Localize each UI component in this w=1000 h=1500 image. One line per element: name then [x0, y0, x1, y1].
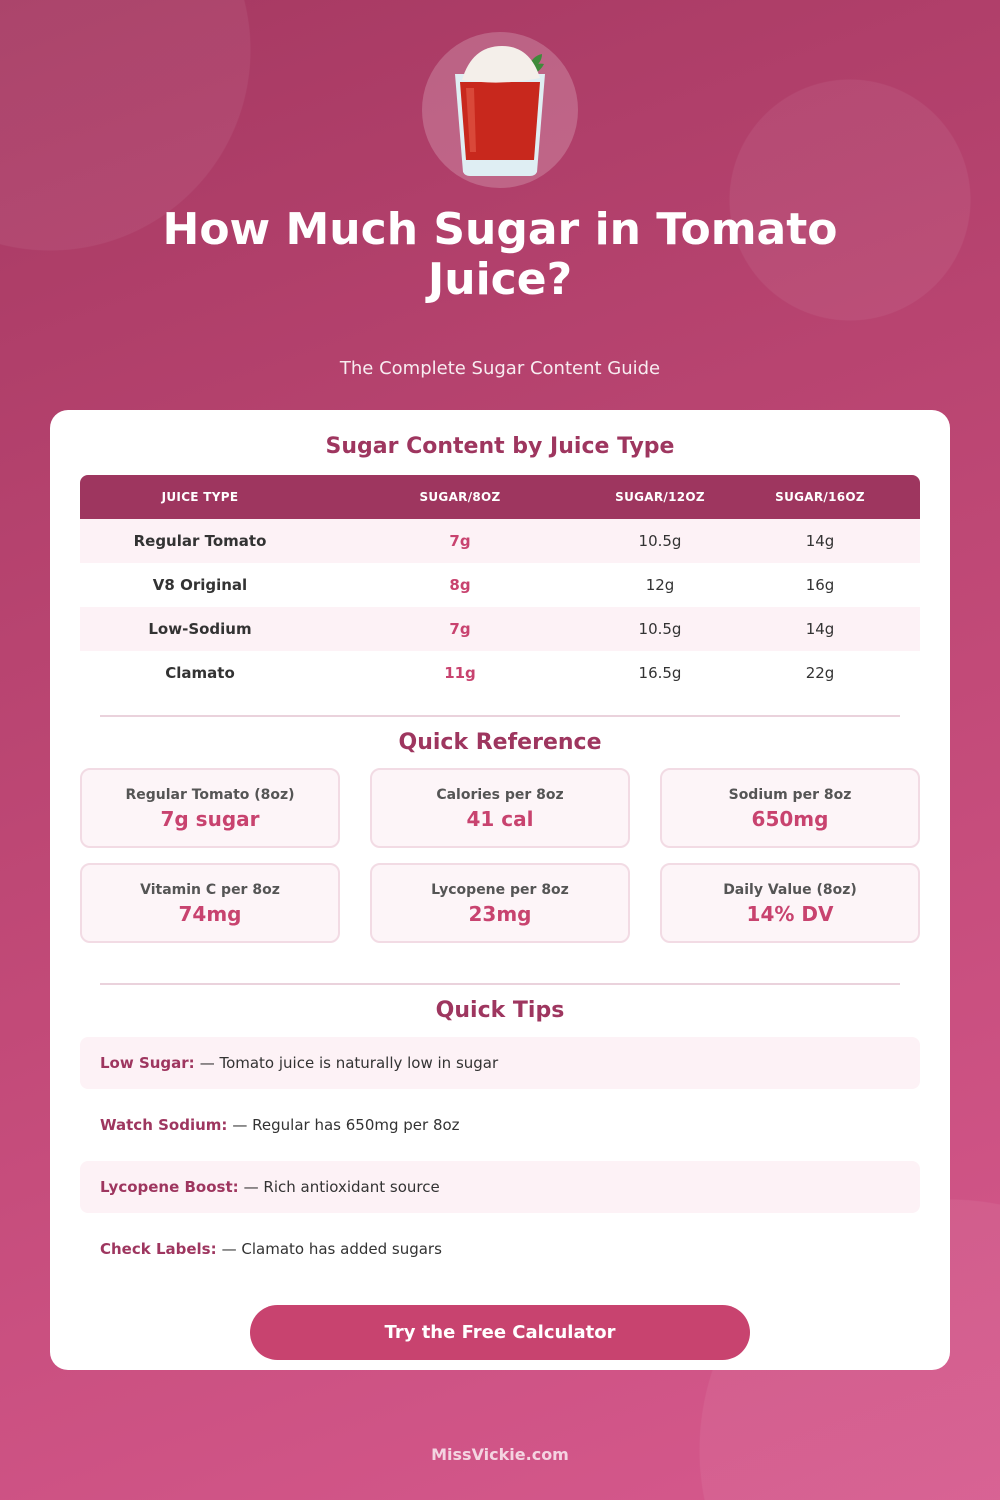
table-row: Low-Sodium 7g 10.5g 14g — [80, 607, 920, 651]
column-header: SUGAR/8OZ — [419, 490, 501, 504]
tomato-juice-glass-icon — [455, 46, 545, 176]
hero-icon-circle — [422, 32, 578, 188]
tip-label: Lycopene Boost: — [100, 1178, 239, 1196]
sugar-8oz: 8g — [449, 576, 471, 594]
sugar-8oz: 11g — [444, 664, 476, 682]
reference-value: 74mg — [178, 902, 242, 926]
tip-label: Low Sugar: — [100, 1054, 195, 1072]
sugar-16oz: 16g — [805, 576, 835, 594]
sugar-16oz: 14g — [805, 532, 835, 550]
page-title: How Much Sugar in Tomato Juice? — [162, 204, 838, 305]
juice-name: V8 Original — [152, 576, 248, 594]
quick-reference-grid: Regular Tomato (8oz) 7g sugar Calories pe… — [80, 768, 920, 943]
sugar-12oz: 10.5g — [638, 532, 682, 550]
juice-name: Regular Tomato — [133, 532, 267, 550]
table-row: V8 Original 8g 12g 16g — [80, 563, 920, 607]
juice-name: Low-Sodium — [148, 620, 252, 638]
page-subtitle: The Complete Sugar Content Guide — [339, 358, 661, 379]
reference-value: 23mg — [468, 902, 532, 926]
tip-item: Low Sugar: — Tomato juice is naturally lo… — [80, 1037, 920, 1089]
tip-item: Watch Sodium: — Regular has 650mg per 8oz — [80, 1099, 920, 1151]
column-header: JUICE TYPE — [161, 490, 239, 504]
reference-label: Regular Tomato (8oz) — [125, 787, 295, 803]
tip-text: — Regular has 650mg per 8oz — [232, 1116, 460, 1134]
quick-reference-title: Quick Reference — [398, 730, 602, 755]
table-row: Clamato 11g 16.5g 22g — [80, 651, 920, 695]
sugar-16oz: 22g — [805, 664, 835, 682]
reference-card: Sodium per 8oz 650mg — [660, 768, 920, 848]
divider — [100, 983, 900, 985]
sugar-12oz: 16.5g — [638, 664, 682, 682]
footer-site-link[interactable]: MissVickie.com — [431, 1445, 569, 1464]
tip-label: Check Labels: — [100, 1240, 217, 1258]
sugar-12oz: 12g — [645, 576, 675, 594]
tip-item: Check Labels: — Clamato has added sugars — [80, 1223, 920, 1275]
reference-label: Vitamin C per 8oz — [140, 882, 280, 898]
sugar-table: JUICE TYPE SUGAR/8OZ SUGAR/12OZ SUGAR/16… — [80, 475, 920, 695]
calculator-button[interactable]: Try the Free Calculator — [250, 1305, 750, 1360]
reference-value: 41 cal — [466, 807, 534, 831]
sugar-16oz: 14g — [805, 620, 835, 638]
tips-list: Low Sugar: — Tomato juice is naturally lo… — [80, 1037, 920, 1285]
reference-value: 7g sugar — [160, 807, 260, 831]
divider — [100, 715, 900, 717]
reference-label: Calories per 8oz — [436, 787, 564, 803]
tip-text: — Clamato has added sugars — [221, 1240, 442, 1258]
table-title: Sugar Content by Juice Type — [325, 434, 675, 459]
reference-card: Vitamin C per 8oz 74mg — [80, 863, 340, 943]
sugar-8oz: 7g — [449, 620, 471, 638]
tip-text: — Rich antioxidant source — [243, 1178, 440, 1196]
tips-title: Quick Tips — [435, 998, 565, 1023]
juice-name: Clamato — [165, 664, 235, 682]
table-header: JUICE TYPE SUGAR/8OZ SUGAR/12OZ SUGAR/16… — [80, 475, 920, 519]
column-header: SUGAR/12OZ — [615, 490, 705, 504]
column-header: SUGAR/16OZ — [775, 490, 865, 504]
tip-item: Lycopene Boost: — Rich antioxidant source — [80, 1161, 920, 1213]
reference-value: 14% DV — [746, 902, 834, 926]
table-row: Regular Tomato 7g 10.5g 14g — [80, 519, 920, 563]
sugar-12oz: 10.5g — [638, 620, 682, 638]
reference-label: Lycopene per 8oz — [431, 882, 569, 898]
reference-card: Daily Value (8oz) 14% DV — [660, 863, 920, 943]
content-card: Sugar Content by Juice Type JUICE TYPE S… — [50, 410, 950, 1370]
reference-label: Sodium per 8oz — [728, 787, 852, 803]
tip-label: Watch Sodium: — [100, 1116, 228, 1134]
sugar-8oz: 7g — [449, 532, 471, 550]
reference-card: Regular Tomato (8oz) 7g sugar — [80, 768, 340, 848]
reference-card: Calories per 8oz 41 cal — [370, 768, 630, 848]
tip-text: — Tomato juice is naturally low in sugar — [199, 1054, 499, 1072]
reference-card: Lycopene per 8oz 23mg — [370, 863, 630, 943]
reference-label: Daily Value (8oz) — [723, 882, 857, 898]
reference-value: 650mg — [751, 807, 829, 831]
